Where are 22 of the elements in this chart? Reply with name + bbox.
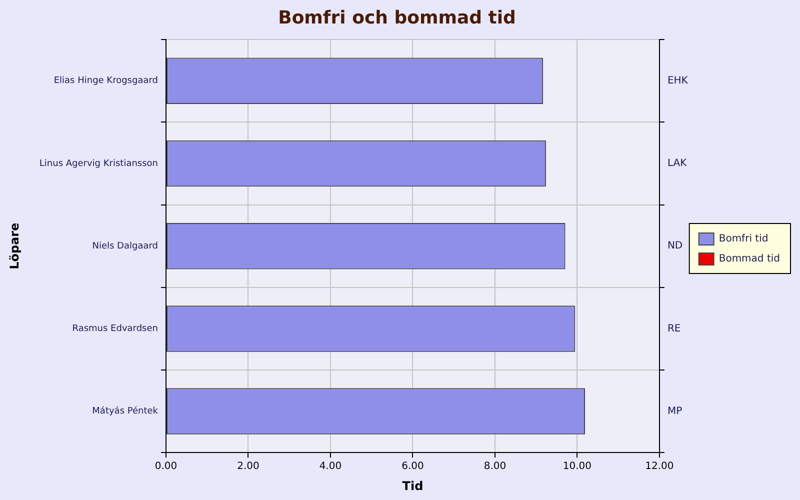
y2-tick-label: LAK [667, 158, 688, 170]
y-axis-title: Löpare [7, 222, 22, 270]
x-tick-label: 12.00 [645, 461, 674, 472]
x-tick-label: 6.00 [402, 461, 424, 472]
y-tick-label: Linus Agervig Kristiansson [39, 158, 158, 169]
legend-label: Bomfri tid [718, 234, 768, 245]
legend-label: Bommad tid [718, 254, 780, 265]
x-tick-label: 10.00 [562, 461, 592, 472]
x-tick-label: 2.00 [237, 461, 260, 472]
y-tick-label: Rasmus Edvardsen [72, 324, 158, 334]
y-tick-label: Elias Hinge Krogsgaard [54, 76, 158, 86]
x-tick-label: 8.00 [484, 461, 506, 472]
y2-tick-label: MP [667, 406, 682, 417]
x-axis-title: Tid [402, 478, 424, 493]
x-tick-label: 0.00 [154, 461, 178, 472]
y2-tick-label: EHK [667, 75, 688, 86]
x-tick-label: 4.00 [319, 461, 342, 472]
y-tick-label: Mátyás Péntek [92, 406, 159, 417]
chart-title: Bomfri och bommad tid [278, 7, 516, 28]
y2-tick-label: RE [667, 323, 681, 334]
y-tick-label: Niels Dalgaard [92, 241, 158, 252]
y2-tick-label: ND [667, 240, 683, 252]
